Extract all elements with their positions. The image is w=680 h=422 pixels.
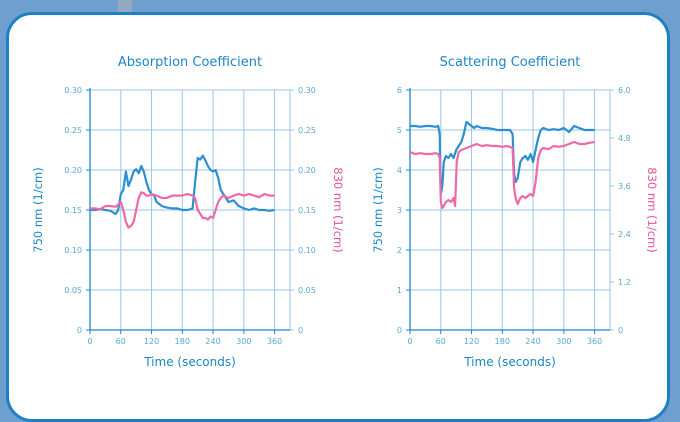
chart1-x-tick-label: 300 [236,337,251,346]
chart1-y-tick-label-left: 0.10 [64,246,82,255]
chart2-x-tick-label: 360 [587,337,602,346]
chart2-y-tick-label-right: 3.6 [618,182,631,191]
chart1-y-tick-label-left: 0.25 [64,126,82,135]
chart2-y-tick-label-left: 2 [397,246,402,255]
chart2-y-tick-label-right: 4.8 [618,134,631,143]
chart2-y-axis-label-right: 830 nm (1/cm) [645,167,659,252]
chart2-y-tick-label-right: 0 [618,326,623,335]
chart2-x-tick-label: 180 [495,337,510,346]
chart2-y-tick-label-left: 4 [397,166,402,175]
chart2-x-tick-label: 60 [436,337,446,346]
chart1-series-750nm-line [90,154,275,216]
chart1-x-tick-label: 120 [144,337,159,346]
charts-canvas: 0 0.05 0.10 0.15 0.20 0.25 0.30 0 0.05 0.10 0.15 0.… [31,55,659,369]
chart1-y-tick-label-right: 0.10 [298,246,316,255]
chart2-y-tick-label-right: 1.2 [618,278,631,287]
chart2-y-tick-label-right: 6.0 [618,86,631,95]
chart1-y-tick-label-left: 0.05 [64,286,82,295]
chart1-y-tick-label-left: 0.30 [64,86,82,95]
chart2-series-830nm-line [409,140,595,210]
chart2-y-axis-label-left: 750 nm (1/cm) [371,167,385,252]
chart1-y-tick-label-left: 0 [77,326,82,335]
chart2-title: Scattering Coefficient [440,55,581,70]
chart1-y-tick-label-right: 0.15 [298,206,316,215]
window-tab-accent [118,0,132,12]
chart1-y-tick-label-right: 0.20 [298,166,316,175]
chart1-x-tick-label: 240 [205,337,220,346]
chart1-x-tick-label: 360 [267,337,282,346]
chart1-x-tick-label: 60 [116,337,126,346]
chart1-y-tick-label-right: 0.30 [298,86,316,95]
chart2-y-tick-label-left: 6 [397,86,402,95]
chart2-y-tick-label-left: 5 [397,126,402,135]
chart1-y-axis-label-left: 750 nm (1/cm) [31,167,45,252]
chart1-y-axis-label-right: 830 nm (1/cm) [331,167,345,252]
chart2-x-tick-label: 120 [464,337,479,346]
chart1-y-tick-label-left: 0.15 [64,206,82,215]
chart1-series-830nm-line [90,191,275,229]
chart-panel [6,12,670,422]
chart1-x-axis-label: Time (seconds) [143,355,236,369]
chart2-y-tick-label-right: 2.4 [618,230,631,239]
chart1-title: Absorption Coefficient [118,55,262,70]
chart2-x-tick-label: 300 [556,337,571,346]
chart2-y-tick-label-left: 3 [397,206,402,215]
chart2-series-750nm-line [410,120,595,196]
chart2-y-tick-label-left: 0 [397,326,402,335]
chart1-y-tick-label-right: 0.05 [298,286,316,295]
chart2-x-tick-label: 240 [525,337,540,346]
chart2-x-axis-label: Time (seconds) [463,355,556,369]
chart1-y-tick-label-right: 0.25 [298,126,316,135]
chart1-x-tick-label: 180 [175,337,190,346]
chart1-y-tick-label-right: 0 [298,326,303,335]
chart2-y-tick-label-left: 1 [397,286,402,295]
chart1-y-tick-label-left: 0.20 [64,166,82,175]
chart2-x-tick-label: 0 [407,337,412,346]
chart1-x-tick-label: 0 [87,337,92,346]
